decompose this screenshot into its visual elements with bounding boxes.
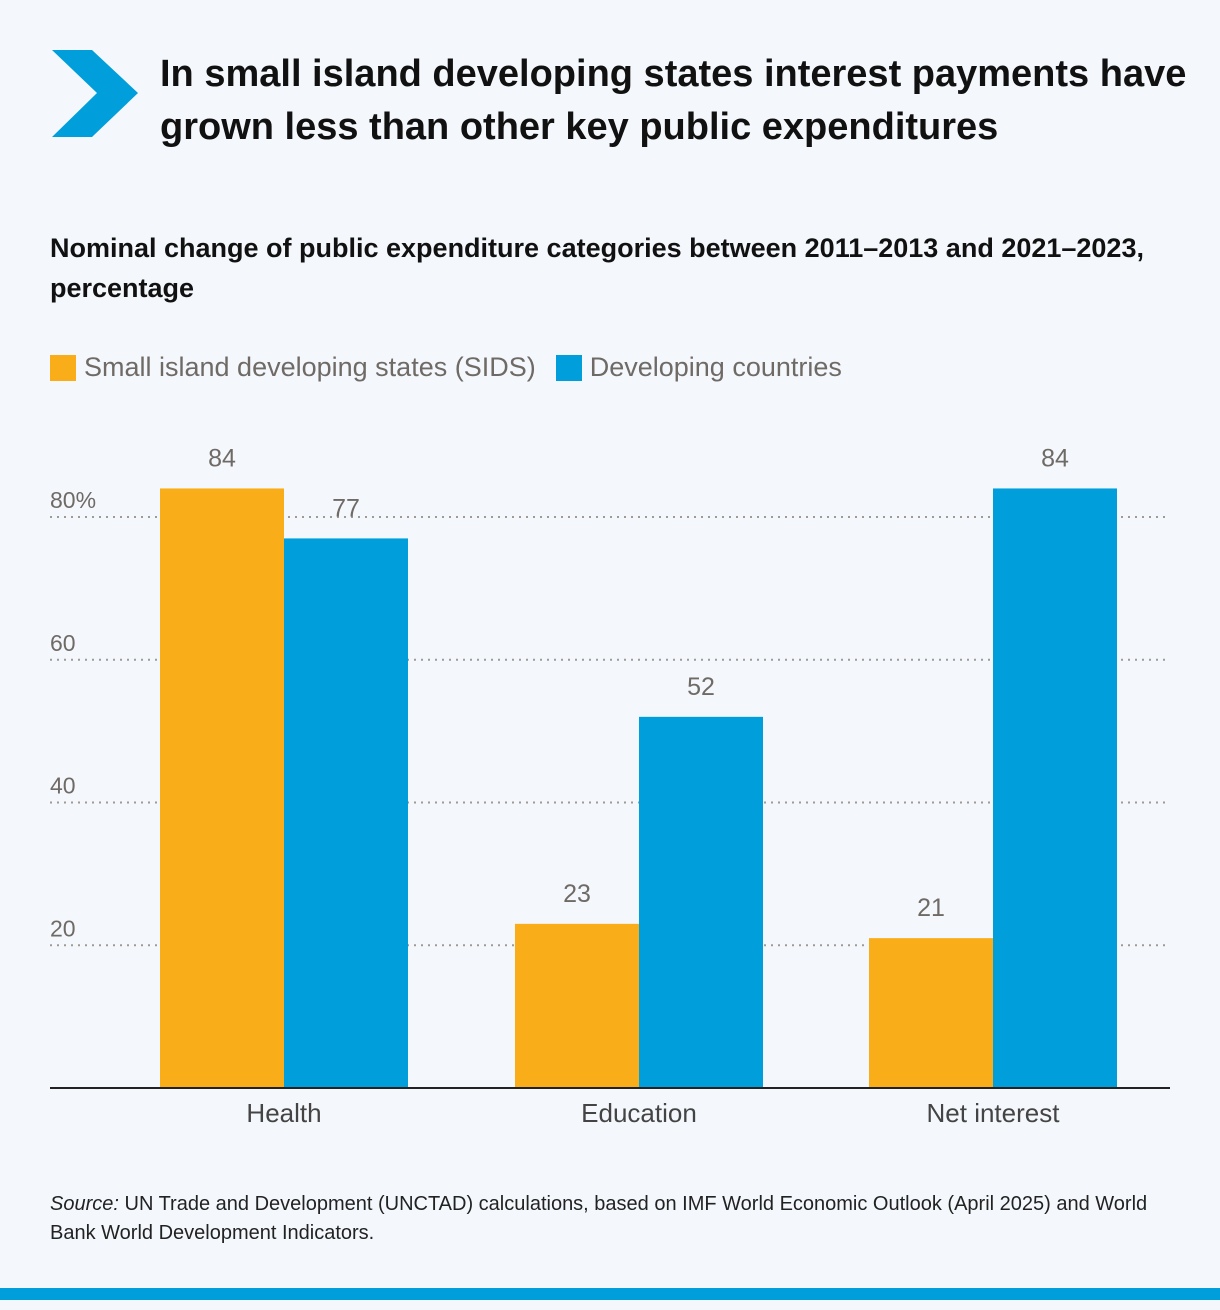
- bar-education-developing: [639, 716, 763, 1088]
- bar-health-sids: [160, 488, 284, 1088]
- data-label: 84: [208, 444, 236, 472]
- x-tick-label: Education: [581, 1098, 697, 1128]
- x-tick-label: Net interest: [927, 1098, 1061, 1128]
- y-tick-label: 80%: [50, 487, 96, 513]
- page-title: In small island developing states intere…: [160, 53, 1187, 148]
- x-tick-label: Health: [246, 1098, 321, 1128]
- bottom-accent-bar: [0, 1288, 1220, 1300]
- legend-label-sids: Small island developing states (SIDS): [84, 352, 536, 382]
- legend-label-developing: Developing countries: [589, 352, 842, 382]
- legend-swatch-sids: [50, 354, 76, 381]
- data-label: 77: [332, 494, 360, 522]
- data-label: 52: [687, 673, 715, 701]
- y-tick-label: 40: [50, 773, 76, 799]
- source-label: Source:: [50, 1193, 119, 1215]
- data-label: 21: [917, 894, 945, 922]
- data-label: 84: [1041, 444, 1069, 472]
- chart-subtitle: Nominal change of public expenditure cat…: [50, 233, 1144, 303]
- source-text: UN Trade and Development (UNCTAD) calcul…: [50, 1193, 1148, 1244]
- y-tick-label: 60: [50, 630, 76, 656]
- bar-net-interest-sids: [869, 938, 993, 1088]
- legend: Small island developing states (SIDS) De…: [50, 352, 862, 383]
- y-tick-label: 20: [50, 915, 76, 941]
- bar-health-developing: [284, 538, 408, 1088]
- source-note: Source: UN Trade and Development (UNCTAD…: [50, 1190, 1180, 1248]
- data-label: 23: [563, 880, 591, 908]
- legend-swatch-developing: [555, 354, 582, 381]
- bar-education-sids: [515, 923, 639, 1088]
- bar-net-interest-developing: [993, 488, 1117, 1088]
- legend-item-developing: Developing countries: [555, 352, 842, 383]
- legend-item-sids: Small island developing states (SIDS): [50, 352, 536, 383]
- bar-chart: 20 40 60 80% 84 77 Health 23 52 Education 21 84 Net …: [50, 444, 1170, 1128]
- chevron-right-icon: [52, 50, 138, 137]
